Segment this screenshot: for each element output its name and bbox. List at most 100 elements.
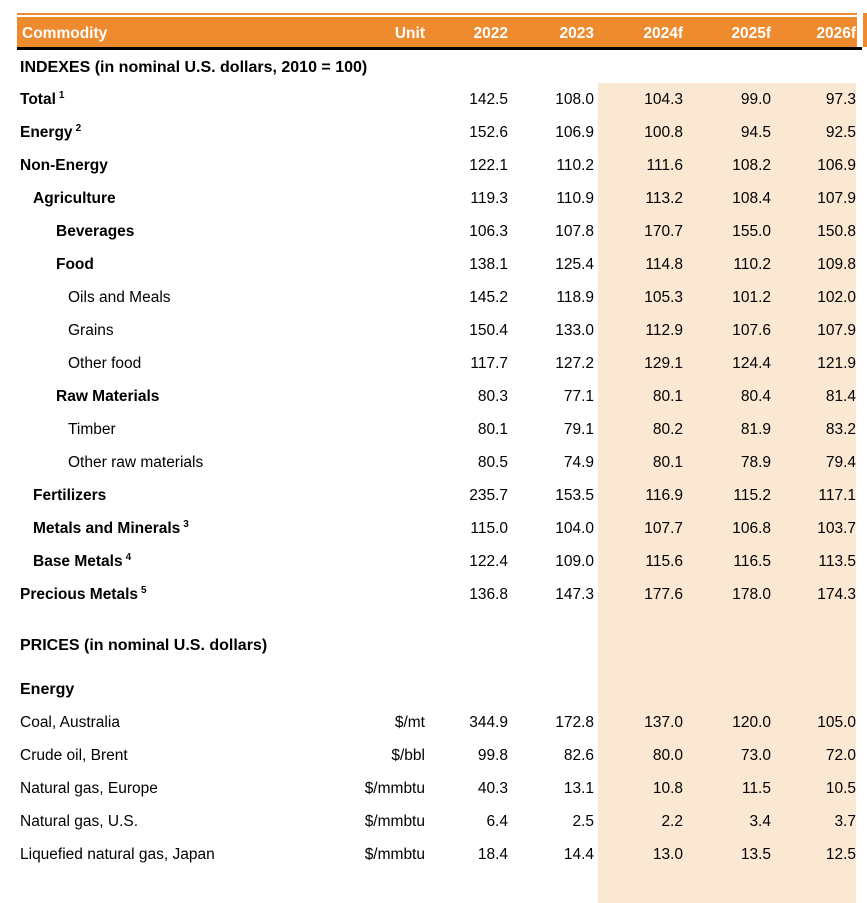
cell-2026f: 113.5 xyxy=(818,553,856,570)
row-label: Non-Energy xyxy=(17,149,325,182)
forecast-highlight-region xyxy=(598,83,856,903)
row-label-text: Other food xyxy=(68,355,142,372)
cell-2025f: 99.0 xyxy=(740,91,771,108)
cell-2022: 117.7 xyxy=(470,355,508,372)
cell-unit xyxy=(325,215,425,248)
cell-unit xyxy=(325,545,425,578)
cell-2024f: 137.0 xyxy=(644,714,683,731)
cell-2026f: 10.5 xyxy=(825,780,856,797)
cell-unit: $/mmbtu xyxy=(364,813,425,830)
table-row: Coal, Australia $/mt 344.9 172.8 137.0 1… xyxy=(17,706,857,739)
table-row: Other raw materials 80.5 74.9 80.1 78.9 … xyxy=(17,446,857,479)
row-right-pad xyxy=(856,545,857,578)
table-row: Raw Materials 80.3 77.1 80.1 80.4 81.4 xyxy=(17,380,857,413)
cell-2025f: 101.2 xyxy=(732,289,771,306)
row-right-pad xyxy=(856,182,857,215)
cell-2024f: 177.6 xyxy=(644,586,683,603)
row-right-pad xyxy=(856,380,857,413)
cell-2022: 18.4 xyxy=(477,846,508,863)
footnote-marker: 3 xyxy=(183,518,189,530)
cell-2025f: 80.4 xyxy=(740,388,771,405)
row-label: Coal, Australia xyxy=(17,706,325,739)
cell-2022: 136.8 xyxy=(469,586,508,603)
cell-2026f: 102.0 xyxy=(817,289,856,306)
cell-2025f: 116.5 xyxy=(733,553,771,570)
row-right-pad xyxy=(856,281,857,314)
row-label-text: Precious Metals xyxy=(20,586,139,603)
section-heading-indexes: INDEXES (in nominal U.S. dollars, 2010 =… xyxy=(20,59,368,76)
cell-unit xyxy=(325,83,425,116)
row-label-text: Natural gas, Europe xyxy=(20,780,158,797)
cell-2023: 79.1 xyxy=(563,421,594,438)
row-right-pad xyxy=(856,347,857,380)
cell-2024f: 107.7 xyxy=(644,520,683,537)
cell-2022: 119.3 xyxy=(470,190,508,207)
cell-2024f: 170.7 xyxy=(644,223,683,240)
cell-2023: 133.0 xyxy=(555,322,594,339)
cell-2023: 172.8 xyxy=(555,714,594,731)
row-right-pad xyxy=(856,772,857,805)
cell-2026f: 107.9 xyxy=(817,322,856,339)
cell-2024f: 116.9 xyxy=(645,487,683,504)
footnote-marker: 1 xyxy=(58,89,65,101)
cell-2024f: 13.0 xyxy=(652,846,683,863)
row-label-text: Beverages xyxy=(56,223,135,240)
cell-2023: 107.8 xyxy=(555,223,594,240)
row-right-pad xyxy=(856,413,857,446)
cell-2026f: 109.8 xyxy=(817,256,856,273)
cell-2025f: 108.4 xyxy=(732,190,771,207)
row-label: Fertilizers xyxy=(17,479,325,512)
cell-2023: 110.2 xyxy=(556,157,594,174)
row-right-pad xyxy=(856,149,857,182)
top-orange-rule xyxy=(17,13,857,15)
cell-2026f: 3.7 xyxy=(834,813,856,830)
row-label-text: Timber xyxy=(68,421,116,438)
row-label-text: Coal, Australia xyxy=(20,714,120,731)
row-right-pad xyxy=(856,578,857,611)
row-label-text: Raw Materials xyxy=(56,388,160,405)
cell-2026f: 117.1 xyxy=(818,487,856,504)
row-right-pad xyxy=(856,629,857,662)
cell-2022: 122.1 xyxy=(469,157,508,174)
cell-2024f: 2.2 xyxy=(661,813,683,830)
spacer-row xyxy=(17,662,857,673)
footnote-marker: 2 xyxy=(75,122,82,134)
cell-2024f: 113.2 xyxy=(645,190,683,207)
row-label-text: Food xyxy=(56,256,94,273)
row-label: Total 1 xyxy=(17,83,325,116)
row-label-text: Other raw materials xyxy=(68,454,204,471)
cell-unit xyxy=(325,182,425,215)
cell-2026f xyxy=(771,673,856,706)
row-label: Energy 2 xyxy=(17,116,325,149)
cell-2022: 138.1 xyxy=(469,256,508,273)
row-right-pad xyxy=(856,215,857,248)
table-row: Liquefied natural gas, Japan $/mmbtu 18.… xyxy=(17,838,857,871)
cell-2026f: 121.9 xyxy=(817,355,856,372)
cell-unit: $/bbl xyxy=(391,747,425,764)
cell-2026f: 150.8 xyxy=(817,223,856,240)
cell-2025f: 115.2 xyxy=(733,487,771,504)
row-label: Oils and Meals xyxy=(17,281,325,314)
cell-2022: 80.1 xyxy=(477,421,508,438)
row-label: Metals and Minerals 3 xyxy=(17,512,325,545)
cell-2025f: 110.2 xyxy=(733,256,771,273)
row-label-text: PRICES (in nominal U.S. dollars) xyxy=(20,637,268,654)
row-right-pad xyxy=(856,83,857,116)
table-row: Natural gas, Europe $/mmbtu 40.3 13.1 10… xyxy=(17,772,857,805)
row-label-text: Base Metals xyxy=(33,553,123,570)
cell-2025f: 11.5 xyxy=(741,780,771,797)
cell-2026f: 79.4 xyxy=(825,454,856,471)
table-row: Natural gas, U.S. $/mmbtu 6.4 2.5 2.2 3.… xyxy=(17,805,857,838)
cell-2025f: 108.2 xyxy=(732,157,771,174)
cell-2023: 153.5 xyxy=(555,487,594,504)
row-label-text: Metals and Minerals xyxy=(33,520,181,537)
row-label: Raw Materials xyxy=(17,380,325,413)
row-label: PRICES (in nominal U.S. dollars) xyxy=(17,629,325,662)
cell-2022: 40.3 xyxy=(477,780,508,797)
cell-2024f: 112.9 xyxy=(645,322,683,339)
row-right-pad xyxy=(856,446,857,479)
cell-2022: 150.4 xyxy=(469,322,508,339)
cell-2026f: 174.3 xyxy=(817,586,856,603)
row-label-text: Non-Energy xyxy=(20,157,108,174)
cell-unit xyxy=(325,512,425,545)
